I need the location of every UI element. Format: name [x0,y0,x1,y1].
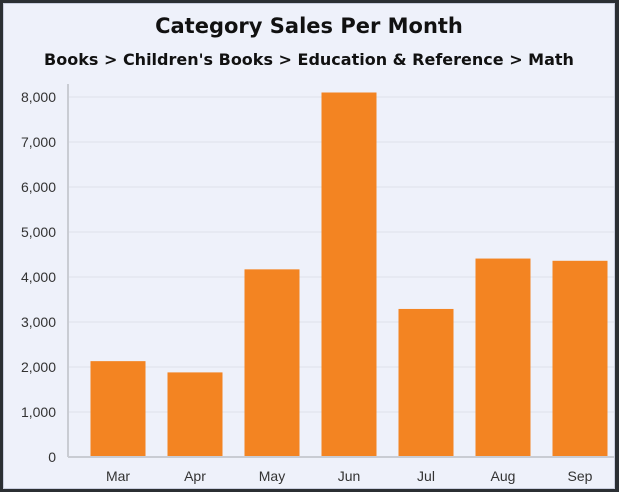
y-tick-label: 0 [48,449,56,465]
x-tick-label: Sep [568,468,593,484]
x-tick-label: Aug [491,468,516,484]
y-tick-label: 5,000 [21,224,56,240]
y-tick-label: 4,000 [21,269,56,285]
y-tick-label: 1,000 [21,404,56,420]
y-tick-labels: 0 1,000 2,000 3,000 4,000 5,000 6,000 7,000 8,00… [21,89,56,465]
bar-aug [475,258,531,457]
y-tick-label: 8,000 [21,89,56,105]
y-tick-label: 6,000 [21,179,56,195]
y-tick-label: 2,000 [21,359,56,375]
x-tick-labels: Mar Apr May Jun Jul Aug Sep [106,468,593,484]
x-tick-label: May [259,468,285,484]
x-tick-label: Jul [417,468,435,484]
x-tick-label: Jun [338,468,361,484]
bar-jul [398,308,454,457]
x-tick-label: Apr [184,468,206,484]
x-tick-label: Mar [106,468,130,484]
bars [90,92,608,457]
y-tick-label: 7,000 [21,134,56,150]
bar-may [244,269,300,457]
y-tick-label: 3,000 [21,314,56,330]
bar-chart: 0 1,000 2,000 3,000 4,000 5,000 6,000 7,000 8,00… [21,84,614,484]
chart-title: Category Sales Per Month [155,14,463,38]
chart-subtitle: Books > Children's Books > Education & R… [44,50,574,69]
bar-mar [90,361,146,457]
bar-sep [552,260,608,457]
bar-apr [167,372,223,457]
chart-panel: Category Sales Per Month Books > Childre… [3,3,615,489]
bar-jun [321,92,377,457]
